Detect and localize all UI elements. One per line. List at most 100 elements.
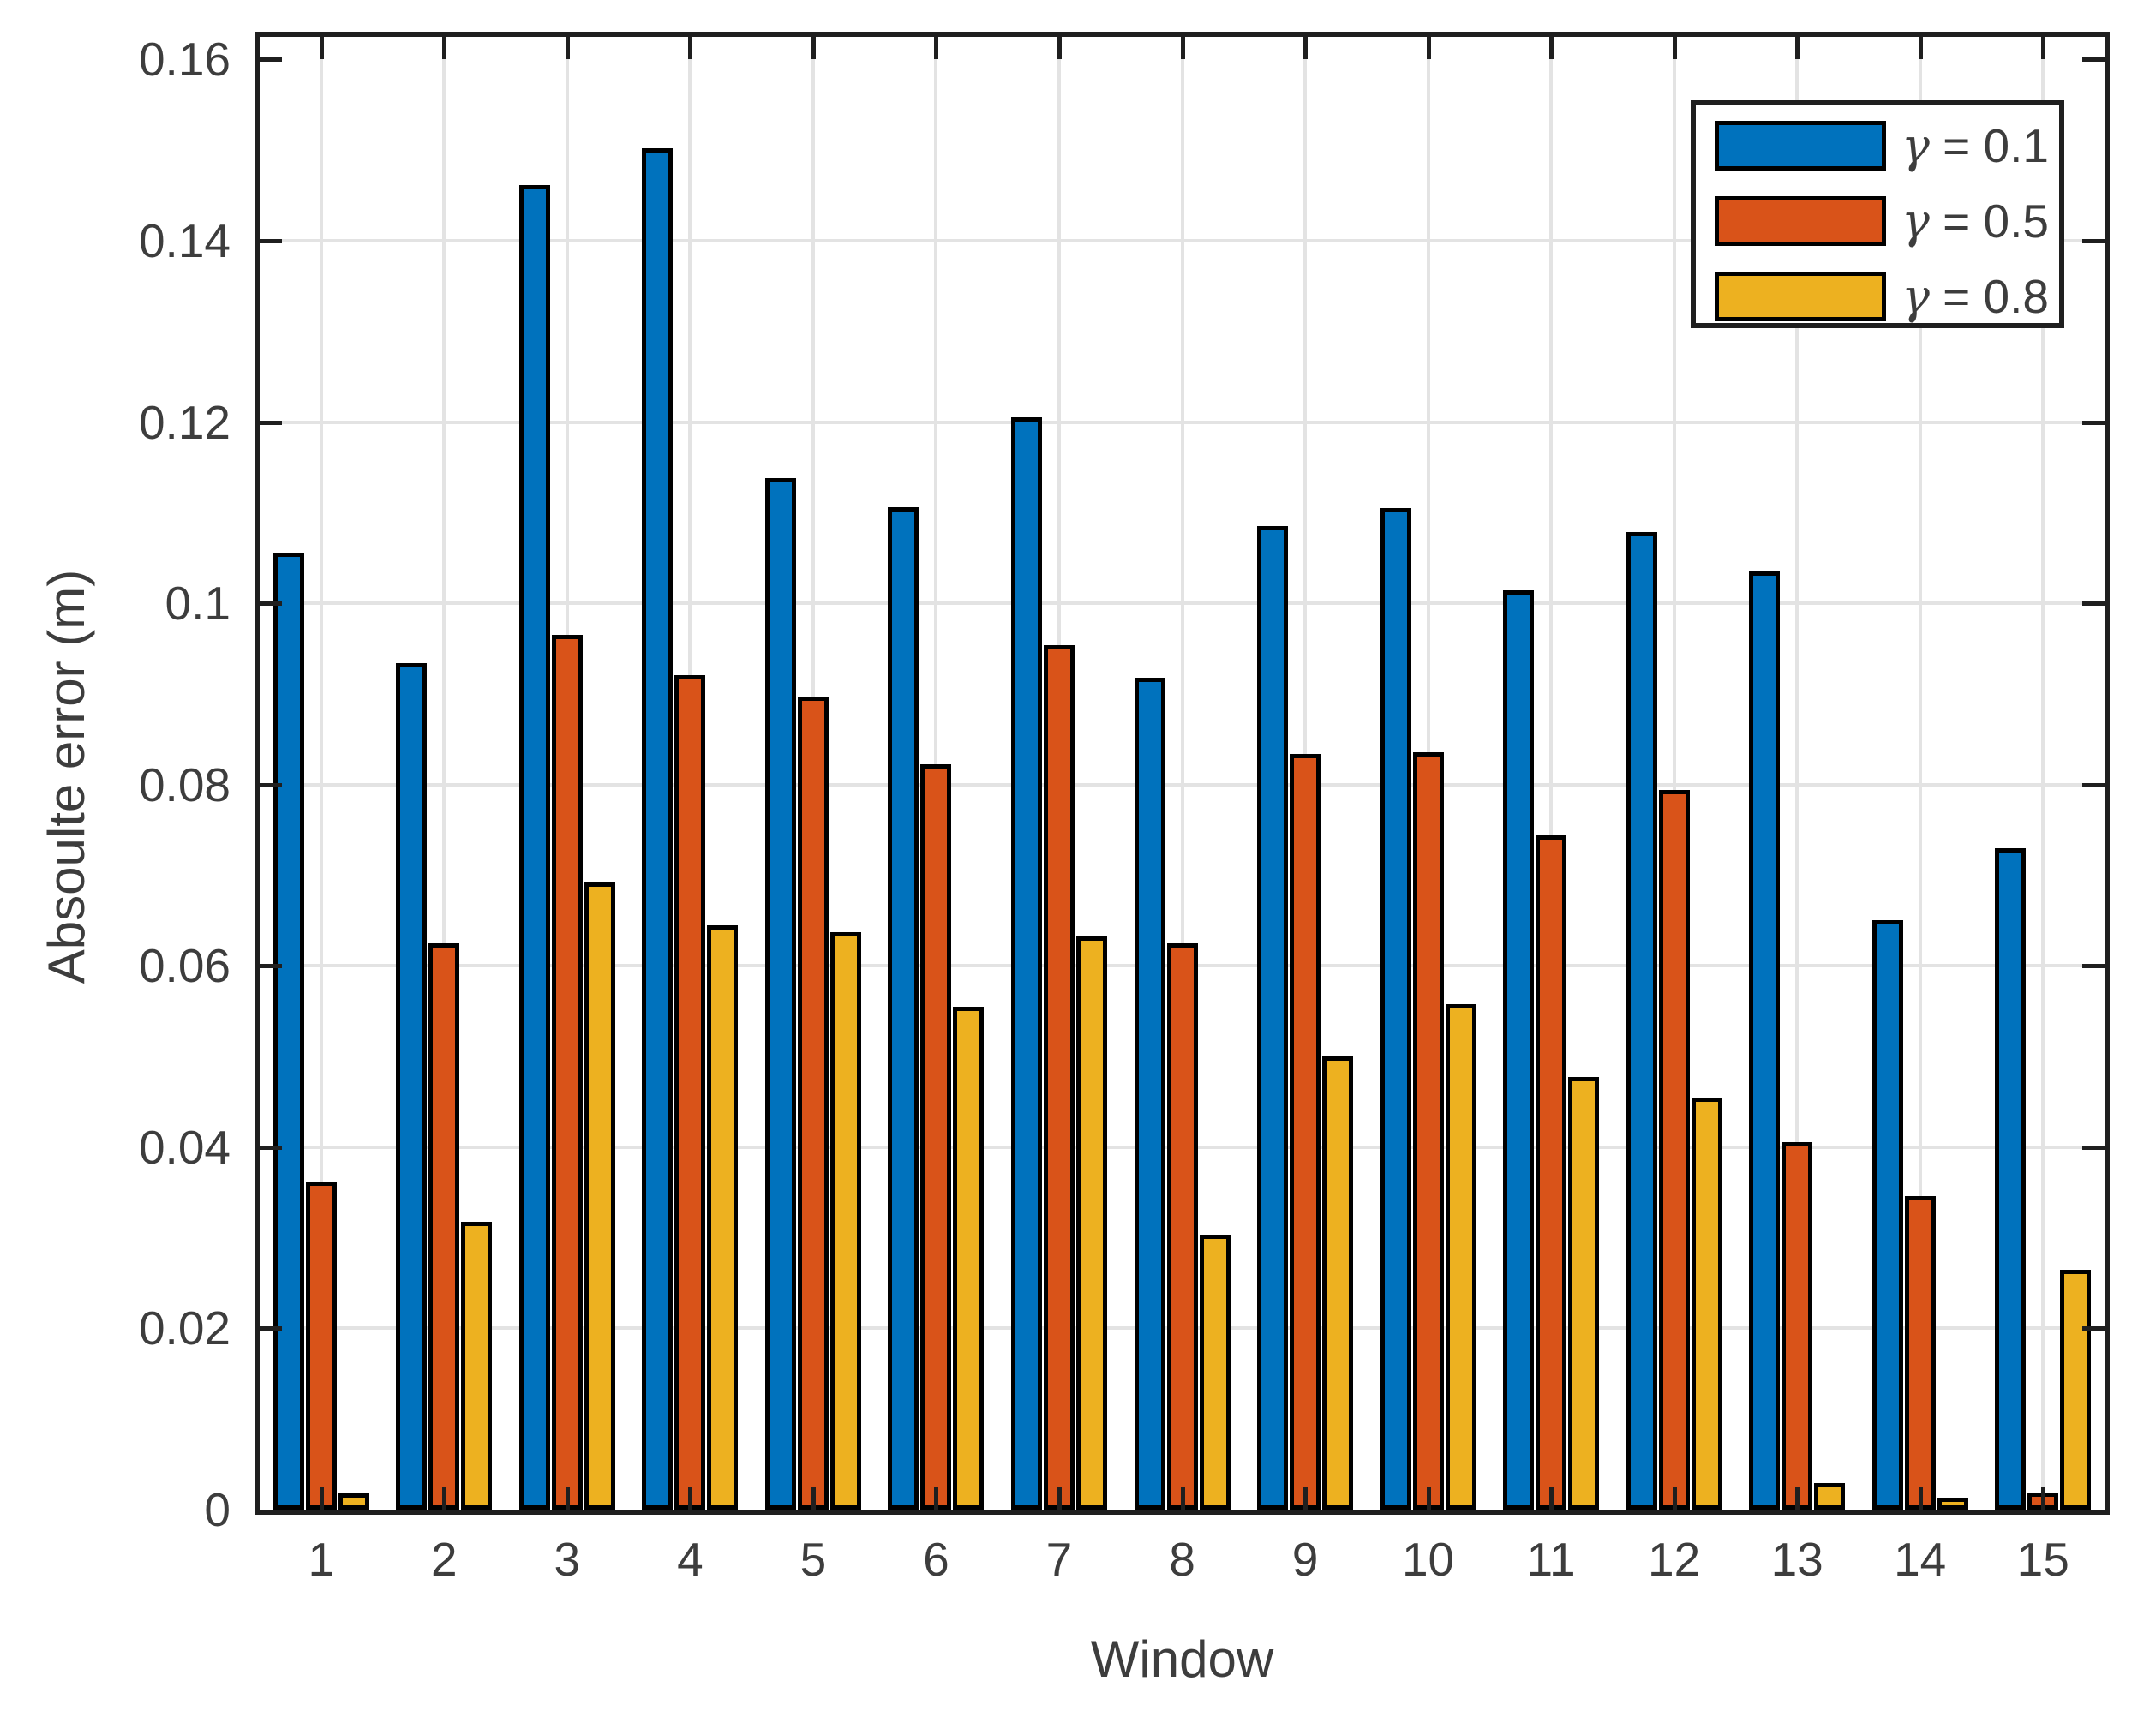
y-tick-right xyxy=(2082,239,2105,243)
bar-w3-s3 xyxy=(584,882,615,1510)
bar-w9-s3 xyxy=(1322,1056,1354,1510)
bar-w13-s1 xyxy=(1749,571,1781,1510)
legend-swatch-2 xyxy=(1715,196,1886,246)
bar-w12-s1 xyxy=(1626,531,1657,1510)
x-tick-bottom xyxy=(1795,1487,1800,1510)
x-tick-label: 6 xyxy=(923,1533,949,1586)
y-tick-label: 0.14 xyxy=(138,214,231,267)
x-tick-bottom xyxy=(688,1487,693,1510)
bar-w14-s1 xyxy=(1872,920,1903,1510)
x-tick-bottom xyxy=(1549,1487,1554,1510)
bar-w7-s2 xyxy=(1043,644,1075,1510)
x-tick-bottom xyxy=(934,1487,939,1510)
gamma-symbol: γ xyxy=(1901,269,1930,324)
bar-w14-s2 xyxy=(1904,1195,1936,1510)
x-gridline xyxy=(442,37,446,1510)
bar-w11-s2 xyxy=(1536,835,1567,1510)
y-tick-label: 0.12 xyxy=(138,395,231,449)
bar-w1-s2 xyxy=(305,1182,337,1510)
bar-w7-s3 xyxy=(1075,936,1107,1510)
y-axis-title: Absoulte error (m) xyxy=(38,569,95,984)
y-tick-label: 0.04 xyxy=(138,1120,231,1174)
x-gridline xyxy=(1918,37,1922,1510)
x-tick-label: 10 xyxy=(1401,1533,1455,1586)
legend-label: γ = 0.8 xyxy=(1901,268,2049,325)
x-tick-label: 15 xyxy=(2016,1533,2069,1586)
y-tick-right xyxy=(2082,1145,2105,1150)
bar-w6-s1 xyxy=(888,507,919,1510)
bar-w11-s3 xyxy=(1568,1077,1600,1510)
x-tick-bottom xyxy=(1672,1487,1677,1510)
legend-swatch-1 xyxy=(1715,121,1886,171)
y-tick-left xyxy=(260,601,282,607)
bar-w2-s3 xyxy=(461,1221,493,1510)
x-tick-top xyxy=(1303,37,1309,59)
bar-w1-s1 xyxy=(272,552,304,1510)
y-tick-right xyxy=(2082,57,2105,63)
bar-w5-s1 xyxy=(764,478,796,1510)
x-tick-top xyxy=(1918,37,1923,59)
bar-w7-s1 xyxy=(1010,417,1042,1510)
y-tick-left xyxy=(260,420,282,425)
gamma-symbol: γ xyxy=(1901,118,1930,173)
x-tick-top xyxy=(565,37,570,59)
x-tick-top xyxy=(934,37,939,59)
bar-w5-s3 xyxy=(829,932,861,1510)
x-tick-bottom xyxy=(1426,1487,1431,1510)
y-tick-label: 0 xyxy=(204,1483,231,1536)
x-tick-label: 2 xyxy=(431,1533,458,1586)
y-tick-left xyxy=(260,239,282,243)
x-tick-bottom xyxy=(1180,1487,1185,1510)
legend: γ = 0.1 γ = 0.5 γ = 0.8 xyxy=(1691,100,2064,328)
y-tick-right xyxy=(2082,601,2105,607)
legend-label-text: = 0.1 xyxy=(1929,119,2050,172)
y-tick-left xyxy=(260,57,282,63)
x-tick-top xyxy=(2041,37,2046,59)
y-tick-label: 0.06 xyxy=(138,939,231,993)
x-tick-top xyxy=(688,37,693,59)
x-tick-top xyxy=(1672,37,1677,59)
bar-w5-s2 xyxy=(797,697,829,1510)
x-tick-top xyxy=(1057,37,1062,59)
legend-label: γ = 0.5 xyxy=(1901,193,2049,249)
bar-w11-s1 xyxy=(1503,590,1535,1510)
legend-item: γ = 0.1 xyxy=(1696,118,2059,181)
bar-w6-s2 xyxy=(920,764,952,1510)
bar-w12-s2 xyxy=(1658,790,1690,1510)
bar-w10-s2 xyxy=(1412,751,1444,1510)
bar-w4-s1 xyxy=(642,148,674,1510)
x-tick-label: 4 xyxy=(677,1533,704,1586)
x-tick-label: 9 xyxy=(1291,1533,1319,1586)
x-tick-label: 8 xyxy=(1169,1533,1195,1586)
bar-w1-s3 xyxy=(338,1493,369,1510)
legend-item: γ = 0.5 xyxy=(1696,193,2059,256)
bar-w14-s3 xyxy=(1937,1498,1968,1510)
x-tick-bottom xyxy=(2041,1487,2046,1510)
bar-w13-s2 xyxy=(1782,1141,1813,1510)
x-gridline xyxy=(2041,37,2045,1510)
y-tick-left xyxy=(260,782,282,787)
bar-w8-s2 xyxy=(1166,942,1198,1510)
bar-w9-s2 xyxy=(1290,753,1321,1510)
x-tick-label: 3 xyxy=(554,1533,581,1586)
legend-item: γ = 0.8 xyxy=(1696,269,2059,332)
x-tick-label: 5 xyxy=(800,1533,827,1586)
x-tick-top xyxy=(319,37,324,59)
bar-w2-s2 xyxy=(428,942,460,1510)
x-tick-top xyxy=(1549,37,1554,59)
x-tick-bottom xyxy=(1303,1487,1309,1510)
x-tick-label: 12 xyxy=(1648,1533,1701,1586)
y-tick-label: 0.1 xyxy=(165,577,231,631)
x-gridline xyxy=(319,37,323,1510)
x-tick-label: 13 xyxy=(1770,1533,1824,1586)
x-tick-bottom xyxy=(565,1487,570,1510)
x-tick-label: 1 xyxy=(308,1533,335,1586)
bar-w4-s2 xyxy=(674,674,706,1510)
bar-w3-s1 xyxy=(518,185,550,1510)
bar-w10-s1 xyxy=(1380,508,1411,1510)
legend-label-text: = 0.8 xyxy=(1929,270,2050,323)
y-tick-right xyxy=(2082,782,2105,787)
bar-w3-s2 xyxy=(551,635,583,1510)
y-tick-right xyxy=(2082,420,2105,425)
